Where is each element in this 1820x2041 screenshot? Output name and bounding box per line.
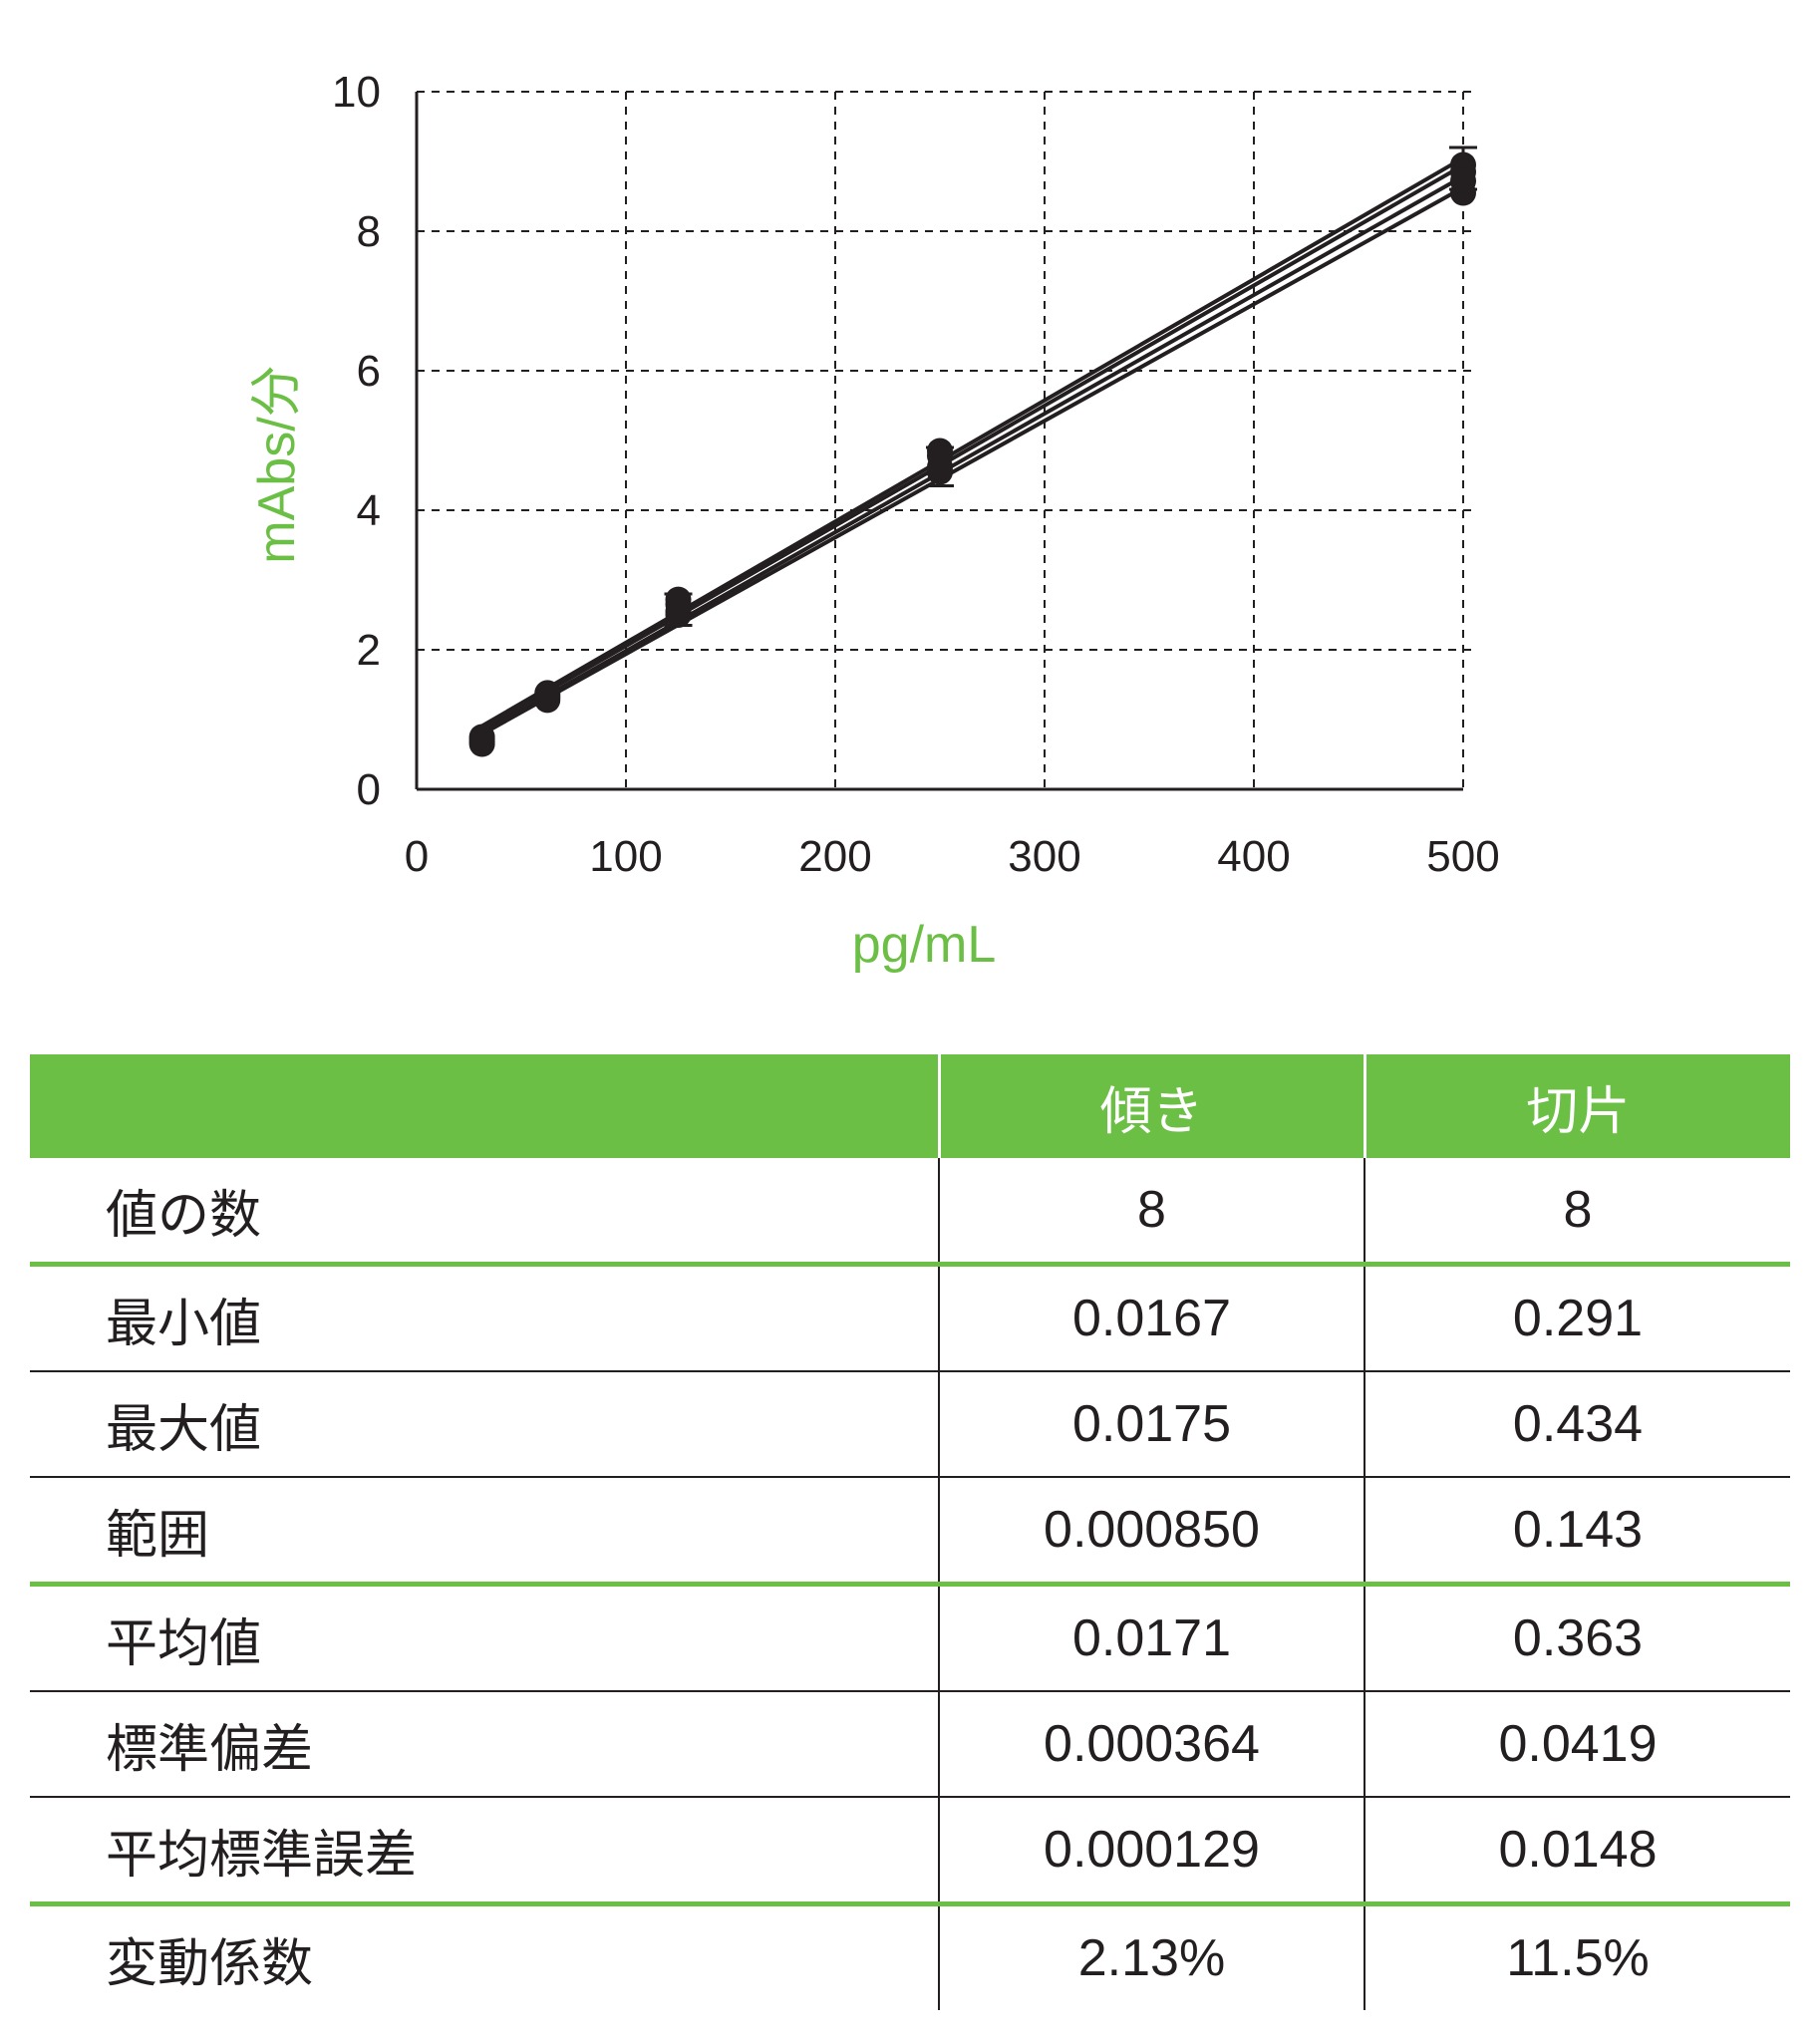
- slope-value: 0.000364: [938, 1691, 1365, 1798]
- row-label: 標準偏差: [30, 1691, 939, 1798]
- slope-value: 0.0175: [938, 1371, 1365, 1478]
- slope-value: 2.13%: [938, 1903, 1365, 2010]
- table-row: 範囲 0.000850 0.143: [30, 1477, 1790, 1587]
- slope-value: 0.000850: [938, 1477, 1365, 1587]
- intercept-value: 0.0148: [1364, 1797, 1790, 1906]
- table-row: 値の数 8 8: [30, 1158, 1790, 1267]
- row-label: 平均標準誤差: [30, 1797, 939, 1906]
- data-point: [468, 730, 495, 757]
- series-line: [480, 185, 1464, 736]
- axes: [415, 92, 1463, 791]
- intercept-value: 8: [1364, 1158, 1790, 1267]
- row-label: 最大値: [30, 1371, 939, 1478]
- table-row: 標準偏差 0.000364 0.0419: [30, 1691, 1790, 1798]
- x-tick-labels: 0 100 200 300 400 500: [405, 832, 1500, 881]
- data-point: [1450, 179, 1476, 206]
- intercept-value: 0.143: [1364, 1477, 1790, 1587]
- x-tick-label: 0: [405, 832, 429, 881]
- table-row: 最小値 0.0167 0.291: [30, 1264, 1790, 1372]
- series-line: [480, 155, 1465, 729]
- intercept-value: 0.0419: [1364, 1691, 1790, 1798]
- row-label: 変動係数: [106, 1933, 314, 1994]
- row-label: 値の数: [30, 1158, 939, 1267]
- series-lines: [480, 155, 1465, 736]
- table-header-row: 傾き 切片: [30, 1054, 1790, 1158]
- slope-value: 8: [938, 1158, 1365, 1267]
- intercept-value: 11.5%: [1364, 1903, 1790, 2010]
- y-tick-label: 10: [332, 68, 381, 117]
- table-row: 変動係数 2.13% 11.5%: [30, 1903, 1790, 2010]
- series-line: [480, 163, 1464, 730]
- header-blank: [30, 1054, 939, 1158]
- x-tick-label: 400: [1217, 832, 1290, 881]
- statistics-table: 傾き 切片 値の数 8 8 最小値 0.0167 0.291 最大値 0.017…: [30, 1054, 1790, 2010]
- header-intercept: 切片: [1363, 1054, 1790, 1158]
- y-tick-label: 4: [357, 486, 381, 535]
- x-tick-label: 300: [1008, 832, 1080, 881]
- slope-value: 0.000129: [938, 1797, 1365, 1906]
- y-tick-label: 2: [357, 626, 381, 675]
- data-point: [927, 458, 953, 485]
- y-tick-label: 8: [357, 207, 381, 256]
- table-row: 平均標準誤差 0.000129 0.0148: [30, 1797, 1790, 1906]
- intercept-value: 0.363: [1364, 1584, 1790, 1692]
- x-tick-label: 200: [798, 832, 871, 881]
- y-axis-title: mAbs/分: [248, 365, 306, 563]
- data-points: [468, 151, 1476, 757]
- header-slope: 傾き: [937, 1054, 1365, 1158]
- slope-value: 0.0167: [938, 1264, 1365, 1372]
- intercept-value: 0.434: [1364, 1371, 1790, 1478]
- x-tick-label: 100: [589, 832, 662, 881]
- standard-curve-chart: 0 100 200 300 400 500 0 2 4 6 8 10 pg/mL mAbs/分: [248, 68, 1500, 974]
- row-label: 平均値: [30, 1584, 939, 1692]
- series-line: [480, 174, 1464, 734]
- table-row: 平均値 0.0171 0.363: [30, 1584, 1790, 1692]
- y-tick-label: 0: [357, 765, 381, 814]
- table-row: 最大値 0.0175 0.434: [30, 1371, 1790, 1478]
- y-tick-label: 6: [357, 347, 381, 396]
- data-point: [665, 602, 692, 628]
- grid-lines: [417, 91, 1471, 789]
- slope-value: 0.0171: [938, 1584, 1365, 1692]
- x-axis-title: pg/mL: [852, 916, 997, 974]
- y-tick-labels: 0 2 4 6 8 10: [332, 68, 381, 814]
- intercept-value: 0.291: [1364, 1264, 1790, 1372]
- x-tick-label: 500: [1426, 832, 1499, 881]
- row-label: 最小値: [30, 1264, 939, 1372]
- row-label: 範囲: [30, 1477, 939, 1587]
- data-point: [534, 687, 561, 714]
